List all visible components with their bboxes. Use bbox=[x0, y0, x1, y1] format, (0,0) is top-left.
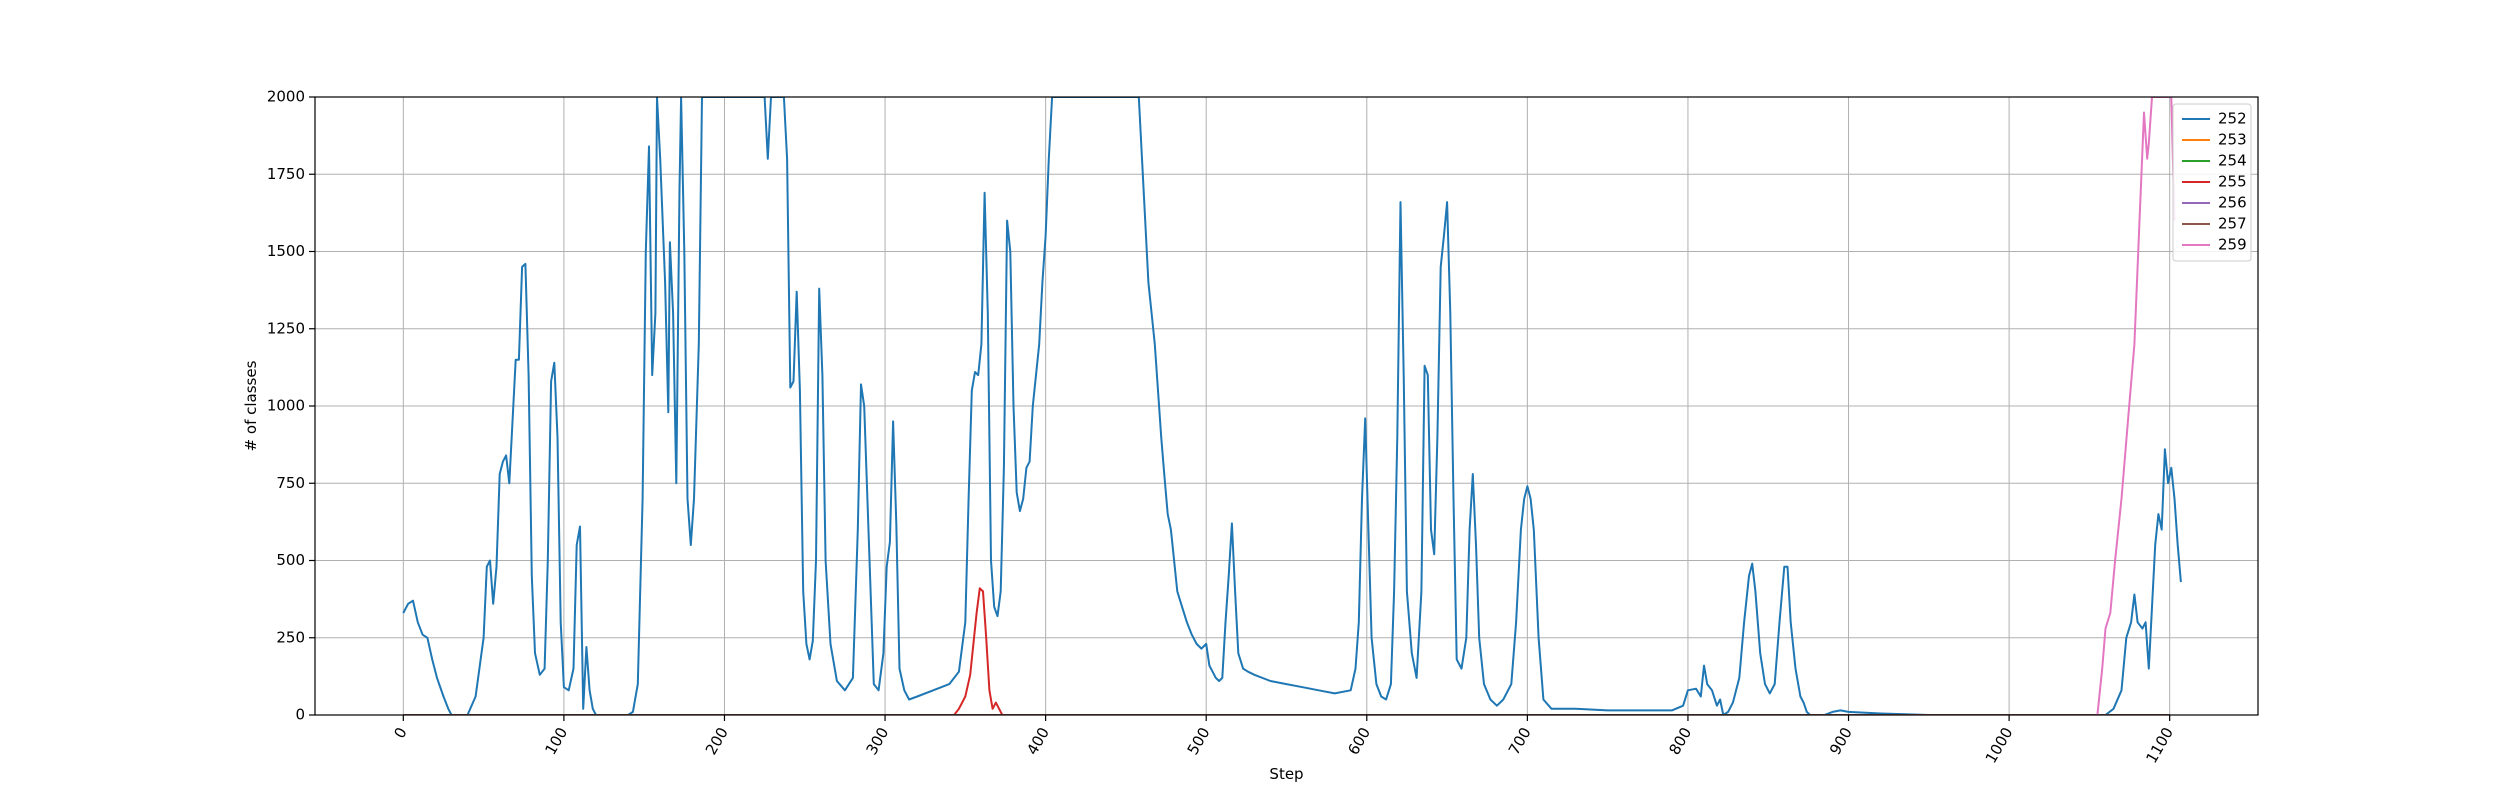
x-tick-label: 400 bbox=[1023, 724, 1053, 758]
series-line-259 bbox=[2096, 97, 2176, 715]
y-tick-label: 250 bbox=[276, 628, 305, 646]
y-tick-label: 750 bbox=[276, 474, 305, 492]
legend-box bbox=[2172, 103, 2252, 262]
x-tick-label: 300 bbox=[863, 724, 893, 758]
grid bbox=[315, 96, 2258, 716]
legend-label-259: 259 bbox=[2218, 236, 2247, 254]
legend-label-254: 254 bbox=[2218, 152, 2247, 170]
x-tick-label: 0 bbox=[390, 724, 410, 741]
y-tick-label: 1500 bbox=[267, 242, 305, 260]
axis-ticks: 0 100 200 300 400 500 600 700 800 900 1000 1100 0 250… bbox=[267, 88, 2177, 767]
y-tick-label: 1750 bbox=[267, 165, 305, 183]
y-tick-label: 1250 bbox=[267, 319, 305, 337]
y-tick-label: 1000 bbox=[267, 397, 305, 415]
legend-label-253: 253 bbox=[2218, 131, 2247, 149]
legend: 252 253 254 255 256 257 259 bbox=[2172, 103, 2252, 262]
legend-label-257: 257 bbox=[2218, 215, 2247, 233]
legend-label-252: 252 bbox=[2218, 110, 2247, 128]
x-tick-label: 1000 bbox=[1982, 724, 2017, 766]
x-tick-label: 500 bbox=[1184, 724, 1214, 758]
x-tick-label: 100 bbox=[541, 724, 571, 758]
legend-label-256: 256 bbox=[2218, 194, 2247, 212]
x-axis-label: Step bbox=[1269, 765, 1303, 783]
y-axis-label: # of classes bbox=[242, 360, 260, 451]
y-tick-label: 2000 bbox=[267, 88, 305, 106]
x-tick-label: 700 bbox=[1505, 724, 1535, 758]
series-line-255 bbox=[403, 587, 2170, 715]
x-tick-label: 800 bbox=[1665, 724, 1695, 758]
x-tick-label: 900 bbox=[1826, 724, 1856, 758]
series-line-252 bbox=[402, 97, 2182, 715]
x-tick-label: 600 bbox=[1344, 724, 1374, 758]
x-tick-label: 200 bbox=[702, 724, 732, 758]
series-group bbox=[402, 97, 2182, 715]
legend-label-255: 255 bbox=[2218, 173, 2247, 191]
x-tick-label: 1100 bbox=[2142, 724, 2177, 766]
y-tick-label: 0 bbox=[295, 706, 305, 724]
y-tick-label: 500 bbox=[276, 551, 305, 569]
